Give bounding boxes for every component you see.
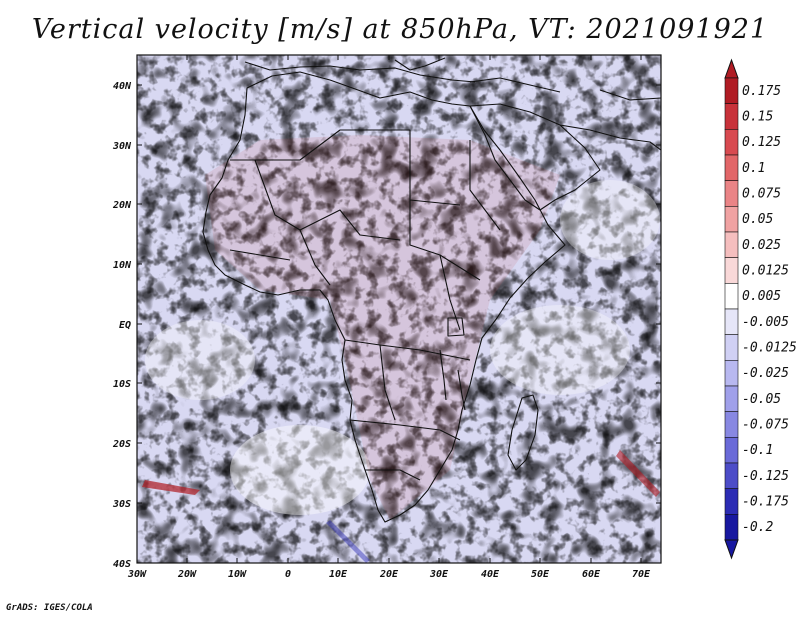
lon-label: 10E [329, 569, 348, 580]
longitude-labels: 30W 20W 10W 0 10E 20E 30E 40E 50E 60E 70… [127, 569, 651, 580]
colorbar-label: -0.175 [742, 495, 789, 510]
lon-label: 40E [481, 569, 500, 580]
colorbar-swatch [724, 514, 739, 541]
lat-label: 10N [113, 260, 132, 271]
colorbar-label: -0.05 [742, 392, 781, 407]
plot-title: Vertical velocity [m/s] at 850hPa, VT: 2… [31, 14, 769, 45]
colorbar-label: 0.125 [742, 135, 781, 150]
lat-label: 20S [112, 439, 131, 450]
colorbar-swatch [724, 437, 739, 464]
colorbar-swatch [724, 488, 739, 515]
velocity-field [137, 55, 661, 563]
colorbar-swatch [724, 77, 739, 104]
colorbar-label: -0.1 [742, 443, 773, 458]
colorbar-swatch [724, 103, 739, 130]
colorbar-swatch [724, 129, 739, 156]
lat-label: 40S [113, 559, 131, 570]
colorbar-swatch [724, 257, 739, 284]
colorbar-label: 0.075 [742, 187, 781, 202]
colorbar-swatch [724, 231, 739, 258]
colorbar-swatch [724, 308, 739, 335]
colorbar-label: -0.125 [742, 469, 789, 484]
colorbar-swatch [724, 360, 739, 387]
colorbar-max-arrow [724, 58, 739, 79]
lat-label: 20N [112, 200, 132, 211]
colorbar-swatch [724, 154, 739, 181]
colorbar-label: 0.0125 [742, 264, 789, 279]
lat-label: 10S [113, 379, 131, 390]
colorbar: 0.175 0.15 0.125 0.1 0.075 0.05 0.025 0.0125 0.0… [724, 58, 797, 560]
lon-label: 20W [177, 569, 197, 580]
colorbar-label: 0.175 [742, 84, 781, 99]
colorbar-label: 0.005 [742, 289, 781, 304]
colorbar-swatch [724, 411, 739, 438]
colorbar-swatch [724, 180, 739, 207]
coastline-borders [202, 57, 661, 523]
colorbar-label: -0.0125 [742, 341, 797, 356]
plot-frame [136, 54, 662, 564]
lat-label: 30N [112, 141, 132, 152]
colorbar-swatch [724, 385, 739, 412]
lon-label: 10W [228, 569, 247, 580]
lat-label: 30S [112, 499, 131, 510]
colorbar-label: -0.025 [742, 366, 789, 381]
colorbar-label: 0.025 [742, 238, 781, 253]
lon-label: 60E [582, 569, 601, 580]
latitude-labels: 40N 30N 20N 10N EQ 10S 20S 30S 40S [112, 81, 132, 570]
lon-label: 0 [285, 569, 291, 580]
colorbar-label: 0.05 [742, 212, 773, 227]
lon-label: 20E [379, 569, 399, 580]
lon-label: 30E [429, 569, 449, 580]
colorbar-swatch [724, 334, 739, 361]
lat-label: EQ [119, 320, 131, 331]
colorbar-swatch [724, 206, 739, 233]
axis-ticks [137, 55, 661, 563]
colorbar-label: -0.005 [742, 315, 789, 330]
colorbar-swatch [724, 462, 739, 489]
colorbar-label: 0.15 [742, 110, 773, 125]
footer-credit: GrADS: IGES/COLA [6, 603, 93, 613]
colorbar-label: 0.1 [742, 161, 765, 176]
lon-label: 50E [531, 569, 550, 580]
colorbar-min-arrow [724, 539, 739, 560]
lon-label: 30W [127, 569, 147, 580]
colorbar-swatch [724, 283, 739, 310]
colorbar-label: -0.075 [742, 418, 789, 433]
colorbar-label: -0.2 [742, 520, 773, 535]
lat-label: 40N [113, 81, 132, 92]
lon-label: 70E [632, 569, 651, 580]
